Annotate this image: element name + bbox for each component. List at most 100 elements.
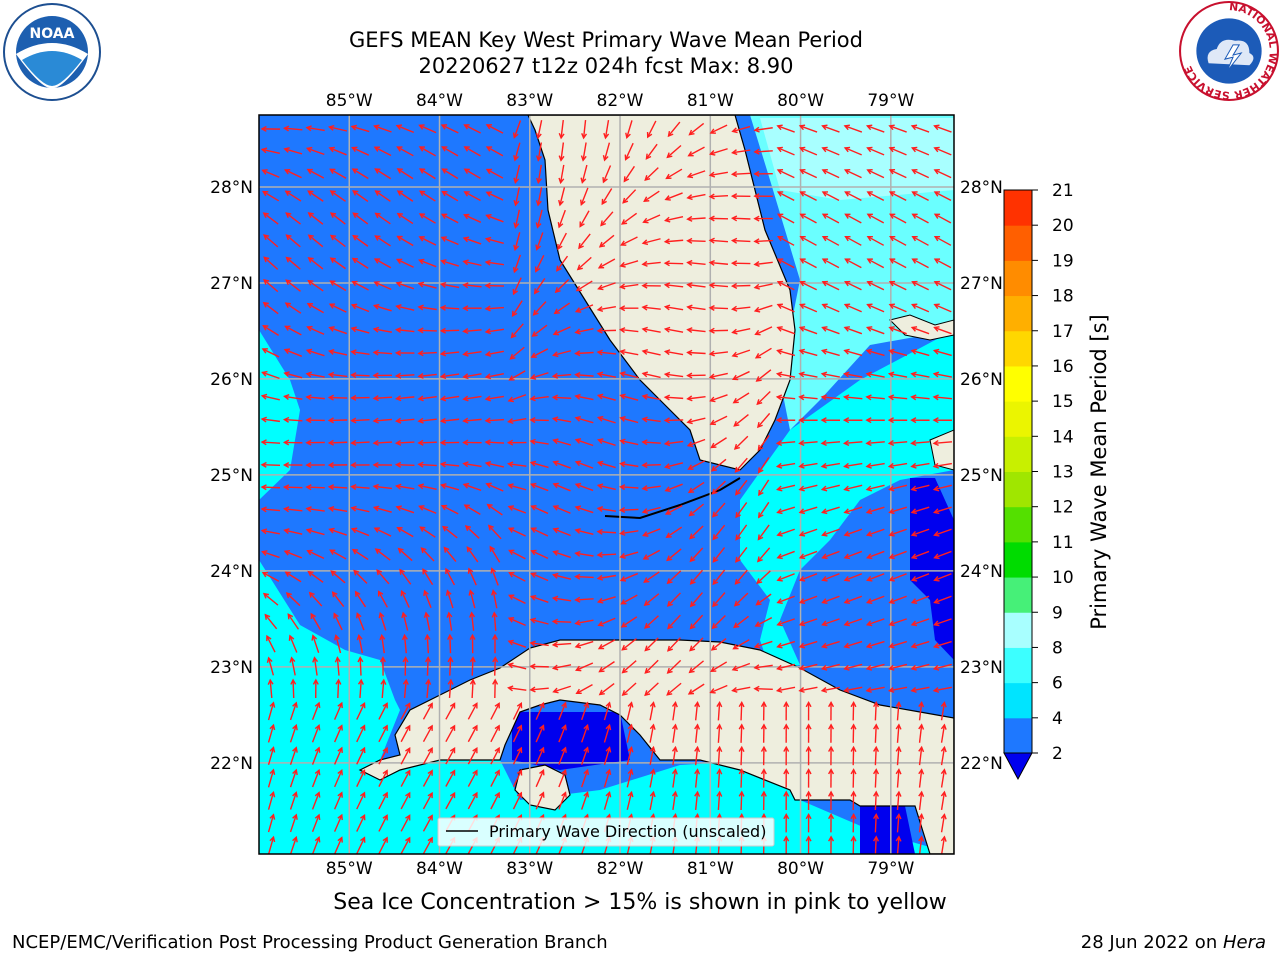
wave-arrow: [558, 119, 565, 140]
wave-arrow: [574, 460, 594, 469]
wave-arrow: [842, 394, 863, 401]
wave-arrow: [601, 188, 613, 206]
wave-arrow: [513, 232, 521, 252]
wave-arrow: [574, 371, 594, 379]
wave-arrow: [932, 440, 953, 447]
wave-arrow: [282, 125, 303, 132]
wave-arrow: [306, 168, 325, 179]
wave-arrow: [445, 724, 456, 743]
wave-arrow: [581, 746, 590, 765]
wave-arrow: [283, 348, 303, 357]
wave-arrow: [581, 723, 590, 743]
wave-arrow: [574, 438, 594, 447]
wave-arrow: [574, 596, 594, 603]
wave-arrow: [940, 745, 947, 766]
wave-arrow: [305, 394, 325, 401]
wave-arrow: [663, 282, 684, 289]
wave-arrow: [551, 394, 572, 401]
wave-arrow: [355, 612, 365, 631]
wave-arrow: [557, 209, 566, 229]
wave-arrow: [484, 259, 505, 266]
wave-arrow: [843, 573, 863, 582]
wave-arrow: [467, 791, 478, 810]
wave-arrow: [641, 485, 661, 492]
wave-arrow: [828, 723, 835, 743]
wave-arrow: [552, 350, 572, 358]
wave-arrow: [443, 546, 457, 562]
wave-arrow: [574, 573, 594, 580]
wave-arrow: [910, 663, 930, 671]
wave-arrow: [439, 304, 460, 311]
wave-arrow: [395, 327, 415, 334]
wave-arrow: [261, 169, 280, 178]
wave-arrow: [372, 349, 393, 356]
wave-arrow: [329, 212, 346, 225]
wave-arrow: [932, 484, 952, 492]
wave-arrow: [910, 462, 930, 469]
lat-label-left: 23°N: [210, 658, 253, 678]
wave-arrow: [708, 282, 729, 289]
wave-arrow: [485, 168, 504, 179]
wave-arrow: [731, 305, 751, 312]
wave-arrow: [842, 440, 863, 447]
wave-arrow: [574, 528, 594, 536]
wave-arrow: [821, 146, 840, 156]
wave-arrow: [753, 193, 773, 200]
wave-arrow: [716, 790, 723, 811]
wave-arrow: [663, 304, 684, 311]
lat-label-right: 27°N: [960, 274, 1003, 294]
wave-arrow: [305, 417, 325, 424]
wave-arrow: [865, 440, 885, 447]
wave-arrow: [551, 618, 572, 625]
wave-arrow: [417, 327, 437, 334]
wave-arrow: [305, 146, 325, 156]
wave-arrow: [263, 278, 279, 293]
wave-arrow: [865, 124, 885, 133]
wave-arrow: [850, 790, 857, 811]
wave-arrow: [285, 256, 301, 270]
wave-arrow: [356, 701, 366, 720]
colorbar-segment: [1004, 225, 1032, 261]
wave-arrow: [850, 745, 857, 766]
wave-arrow: [574, 350, 594, 357]
wave-arrow: [620, 616, 638, 628]
colorbar-segment: [1004, 541, 1032, 578]
wave-arrow: [798, 640, 818, 649]
wave-arrow: [603, 768, 612, 788]
wave-arrow: [730, 171, 751, 178]
wave-arrow: [439, 373, 460, 380]
wave-arrow: [820, 348, 840, 357]
wave-arrow: [554, 278, 570, 294]
wave-arrow: [686, 215, 706, 222]
wave-arrow: [579, 210, 590, 228]
wave-arrow: [445, 791, 456, 810]
wave-arrow: [844, 213, 862, 224]
wave-arrow: [932, 348, 952, 357]
wave-arrow: [422, 568, 434, 585]
wave-arrow: [716, 723, 723, 743]
wave-arrow: [933, 258, 952, 269]
wave-arrow: [918, 701, 925, 721]
wave-arrow: [820, 640, 840, 649]
wave-arrow: [378, 746, 388, 765]
wave-arrow: [709, 124, 728, 134]
wave-arrow: [333, 791, 343, 810]
wave-arrow: [596, 596, 616, 604]
wave-arrow: [865, 462, 885, 469]
wave-arrow: [439, 395, 460, 402]
wave-arrow: [574, 328, 594, 335]
wave-arrow: [551, 641, 572, 648]
wave-arrow: [535, 142, 543, 162]
wave-arrow: [425, 678, 432, 699]
wave-arrow: [641, 304, 661, 311]
wave-arrow: [735, 479, 748, 496]
wave-arrow: [828, 768, 835, 788]
wave-arrow: [687, 481, 705, 494]
wave-arrow: [507, 461, 527, 468]
wave-arrow: [843, 640, 863, 649]
colorbar-segment: [1004, 471, 1032, 508]
wave-arrow: [576, 256, 592, 271]
wave-arrow: [619, 572, 638, 582]
wave-arrow: [687, 460, 705, 470]
wave-arrow: [866, 258, 885, 269]
